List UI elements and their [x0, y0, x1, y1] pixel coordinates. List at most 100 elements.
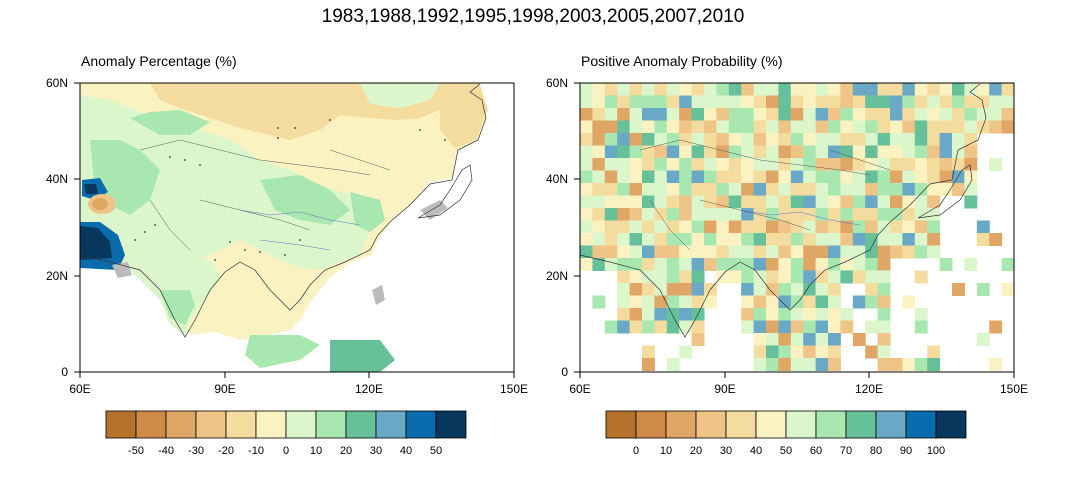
grid-cell	[964, 83, 978, 96]
grid-cell	[704, 245, 717, 259]
grid-cell	[691, 195, 705, 209]
grid-cell	[902, 208, 916, 221]
grid-cell	[580, 183, 593, 196]
grid-cell	[753, 258, 767, 271]
grid-cell	[1001, 83, 1014, 96]
grid-cell	[617, 133, 631, 146]
grid-cell	[803, 245, 817, 259]
grid-cell	[952, 183, 965, 196]
borneo	[330, 340, 395, 372]
x-tick-label: 120E	[355, 382, 383, 396]
grid-cell	[976, 283, 990, 296]
grid-cell	[790, 270, 804, 284]
grid-cell	[766, 170, 779, 184]
grid-cell	[914, 195, 928, 209]
grid-cell	[679, 133, 693, 146]
grid-cell	[976, 108, 990, 121]
grid-cell	[753, 95, 767, 109]
grid-cell	[828, 270, 841, 284]
grid-cell	[654, 258, 668, 271]
grid-cell	[803, 83, 817, 96]
grid-cell	[840, 233, 854, 246]
x-tick-label: 60E	[569, 382, 590, 396]
grid-cell	[914, 83, 928, 96]
grid-cell	[852, 133, 866, 146]
grid-cell	[877, 308, 891, 321]
grid-cell	[865, 233, 879, 246]
grid-cell	[679, 233, 693, 246]
grid-cell	[803, 183, 817, 196]
probability-axes: 60E 90E 120E 150E 60N 40N 20N 0	[546, 76, 1028, 396]
se-green	[245, 335, 320, 368]
grid-cell	[642, 195, 655, 209]
grid-cell	[629, 283, 643, 296]
grid-cell	[877, 320, 891, 334]
grid-cell	[927, 133, 941, 146]
grid-cell	[877, 258, 891, 271]
grid-cell	[865, 133, 879, 146]
grid-cell	[741, 120, 755, 134]
grid-cell	[927, 145, 941, 159]
grid-cell	[927, 358, 941, 371]
grid-cell	[654, 245, 668, 259]
grid-cell	[716, 133, 730, 146]
grid-cell	[790, 333, 804, 346]
grid-cell	[642, 233, 655, 246]
grid-cell	[790, 345, 804, 359]
figure-title: 1983,1988,1992,1995,1998,2003,2005,2007,…	[322, 6, 745, 27]
grid-cell	[679, 170, 693, 184]
grid-cell	[753, 245, 767, 259]
grid-cell	[976, 120, 990, 134]
grid-cell	[617, 308, 631, 321]
grid-cell	[927, 245, 941, 259]
anomaly-panel-title: Anomaly Percentage (%)	[81, 53, 237, 69]
grid-cell	[828, 183, 841, 196]
grid-cell	[865, 183, 879, 196]
grid-cell	[666, 270, 680, 284]
grid-cell	[828, 345, 841, 359]
grid-cell	[741, 208, 755, 221]
grid-cell	[877, 183, 891, 196]
grid-cell	[642, 170, 655, 184]
grid-cell	[654, 108, 668, 121]
grid-cell	[629, 208, 643, 221]
grid-cell	[952, 120, 965, 134]
grid-cell	[716, 145, 730, 159]
grid-cell	[580, 158, 593, 171]
grid-cell	[815, 208, 829, 221]
grid-cell	[691, 283, 705, 296]
colorbar-swatch	[785, 410, 817, 439]
grid-cell	[803, 270, 817, 284]
grid-cell	[1001, 258, 1014, 271]
grid-cell	[877, 83, 891, 96]
grid-cell	[604, 170, 618, 184]
grid-cell	[939, 145, 953, 159]
grid-cell	[828, 295, 841, 309]
grid-cell	[1001, 95, 1014, 109]
grid-cell	[629, 183, 643, 196]
rivers	[739, 209, 861, 226]
grid-cell	[902, 295, 916, 309]
x-tick-label: 90E	[714, 382, 735, 396]
grid-cell	[766, 183, 779, 196]
grid-cell	[803, 133, 817, 146]
grid-cell	[592, 195, 606, 209]
grid-cell	[679, 345, 693, 359]
grid-cell	[778, 95, 792, 109]
grid-cell	[914, 95, 928, 109]
colorbar-swatch	[345, 410, 377, 439]
grid-cell	[704, 295, 717, 309]
grid-cell	[704, 220, 717, 234]
grid-cell	[890, 195, 903, 209]
grid-cell	[790, 95, 804, 109]
grid-cell	[741, 158, 755, 171]
grid-cell	[790, 258, 804, 271]
se-asia	[230, 260, 310, 330]
grid-cell	[642, 295, 655, 309]
grid-cell	[890, 120, 903, 134]
green-china	[260, 175, 350, 225]
grid-cell	[778, 320, 792, 334]
grid-cell	[580, 83, 593, 96]
grid-cell	[877, 283, 891, 296]
grid-cell	[654, 145, 668, 159]
